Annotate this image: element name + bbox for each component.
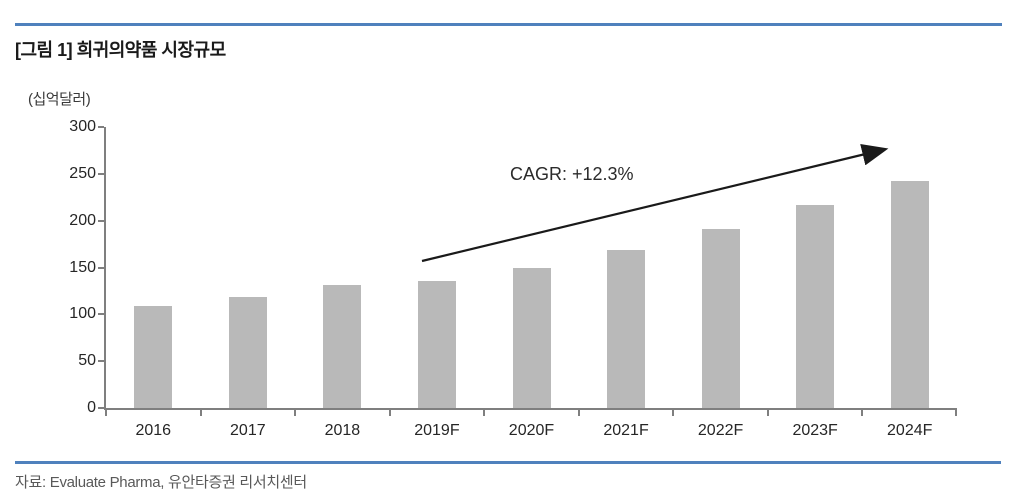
- bar-2022F: [701, 229, 740, 408]
- bar-2020F: [512, 268, 551, 408]
- bottom-divider: [15, 461, 1001, 464]
- bar-2017: [228, 297, 267, 408]
- y-tick-label-50: 50: [78, 352, 96, 370]
- y-axis-tick: [98, 172, 104, 175]
- x-axis-tick: [199, 410, 202, 416]
- y-tick-label-150: 150: [69, 258, 96, 276]
- bar-2024F: [890, 181, 929, 408]
- bar-2016: [134, 306, 173, 408]
- x-tick-label-2020F: 2020F: [508, 422, 555, 439]
- x-axis-tick: [294, 410, 297, 416]
- bar-2021F: [607, 250, 646, 408]
- bar-2019F: [417, 281, 456, 408]
- bar-2018: [323, 285, 362, 408]
- x-axis-tick: [672, 410, 675, 416]
- x-tick-label-2024F: 2024F: [887, 422, 933, 439]
- x-tick-label-2016: 2016: [135, 422, 172, 439]
- y-tick-label-0: 0: [87, 399, 96, 416]
- y-axis-tick: [98, 407, 104, 409]
- source-note: 자료: Evaluate Pharma, 유안타증권 리서치센터: [15, 474, 307, 491]
- cagr-annotation: CAGR: +12.3%: [510, 164, 634, 184]
- y-tick-label-200: 200: [69, 211, 96, 229]
- x-axis-tick: [577, 410, 580, 416]
- top-divider: [15, 23, 1002, 26]
- x-axis-tick: [955, 410, 957, 416]
- x-tick-label-2017: 2017: [230, 422, 266, 439]
- y-axis-tick: [98, 219, 104, 222]
- x-tick-label-2021F: 2021F: [603, 422, 649, 439]
- y-axis-tick: [98, 360, 104, 363]
- y-tick-label-300: 300: [69, 118, 96, 135]
- y-tick-label-100: 100: [69, 305, 96, 323]
- x-axis-tick: [388, 410, 391, 416]
- x-axis-tick: [483, 410, 486, 416]
- x-tick-label-2022F: 2022F: [697, 422, 744, 439]
- y-axis-tick: [98, 313, 104, 316]
- bar-2023F: [796, 205, 835, 408]
- x-axis-tick: [766, 410, 769, 416]
- x-axis-tick: [105, 410, 107, 416]
- x-axis-tick: [861, 410, 864, 416]
- x-tick-label-2019F: 2019F: [414, 422, 460, 439]
- y-tick-label-250: 250: [69, 164, 96, 182]
- y-axis-tick: [98, 266, 104, 269]
- figure-title: [그림 1] 희귀의약품 시장규모: [15, 40, 226, 60]
- y-axis-tick: [98, 126, 104, 128]
- y-axis-unit-label: (십억달러): [28, 91, 91, 108]
- x-tick-label-2023F: 2023F: [792, 422, 838, 439]
- x-tick-label-2018: 2018: [324, 422, 361, 439]
